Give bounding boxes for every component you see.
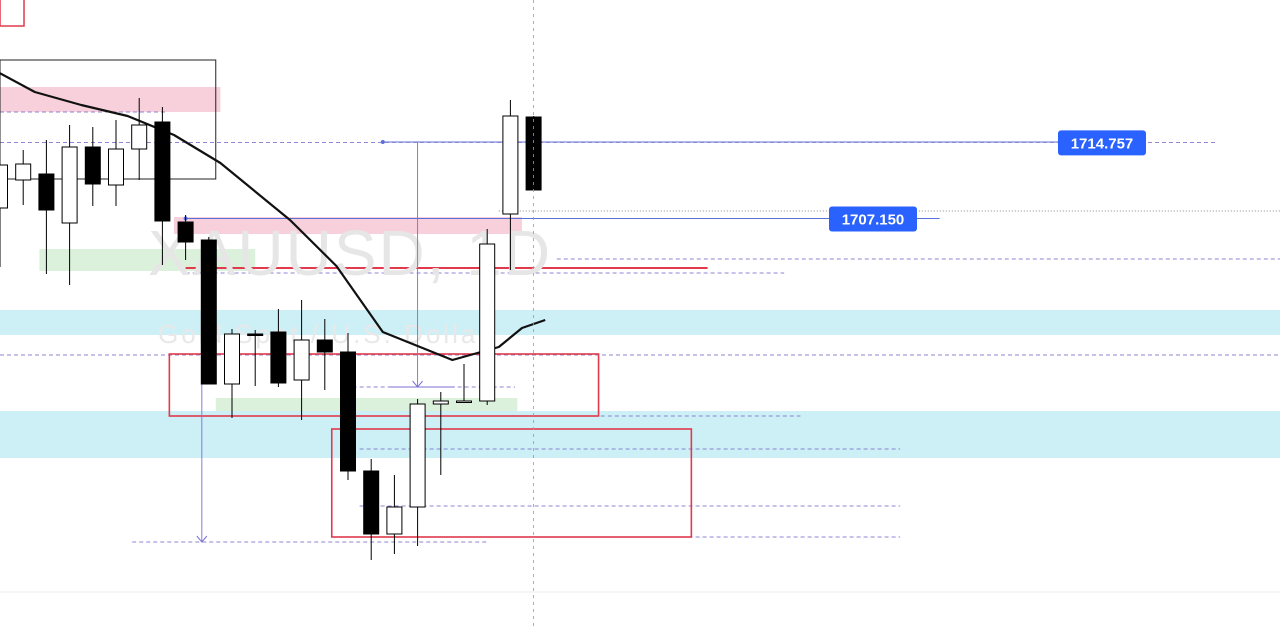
candle-bearish	[200, 239, 217, 385]
candle-bearish	[154, 121, 171, 222]
order-block-box	[168, 353, 600, 417]
price-tag-1707[interactable]: 1707.150	[829, 206, 917, 232]
price-tag-background	[829, 206, 917, 232]
zone-pink	[0, 87, 221, 112]
zones-layer	[0, 87, 1280, 458]
candle-bearish	[84, 146, 101, 185]
candle-bullish	[61, 146, 78, 224]
level-anchor-dot	[380, 140, 385, 144]
candle-bearish	[316, 339, 333, 353]
candle-bullish	[108, 148, 124, 186]
range-box	[0, 59, 217, 180]
price-tag-label: 1714.757	[1071, 135, 1134, 152]
candle-bullish	[15, 163, 32, 181]
candle-bearish	[270, 331, 287, 384]
zone-cyan	[0, 411, 1280, 458]
zone-pink	[174, 217, 522, 234]
candle-bullish	[224, 333, 240, 385]
candle-bullish	[456, 400, 472, 403]
candle-bearish	[363, 470, 380, 535]
price-tag-label: 1707.150	[842, 212, 905, 229]
moving-average-layer	[0, 72, 546, 362]
boxes-layer	[0, 59, 693, 538]
candle-bullish	[293, 339, 310, 381]
candle-bullish	[502, 115, 519, 215]
order-block-box	[330, 428, 693, 538]
candle-bearish	[177, 221, 194, 243]
price-tag-background	[1058, 130, 1146, 156]
candle-bullish	[479, 243, 496, 402]
candle-bearish	[247, 333, 264, 336]
candle-bullish	[0, 164, 8, 209]
candle-bullish	[432, 400, 449, 405]
candle-bullish	[386, 506, 403, 535]
candles-layer	[0, 98, 542, 560]
price-tag-1714[interactable]: 1714.757	[1058, 130, 1146, 156]
measure-arrowhead	[196, 535, 208, 543]
moving-average-line	[0, 72, 546, 362]
candle-bearish	[340, 351, 356, 472]
candle-bullish	[131, 124, 148, 150]
offscreen-box-corner	[0, 0, 25, 27]
price-tags-layer: 1714.757 1707.150	[829, 130, 1146, 232]
candle-bearish	[38, 173, 55, 211]
candle-bullish	[409, 403, 426, 508]
